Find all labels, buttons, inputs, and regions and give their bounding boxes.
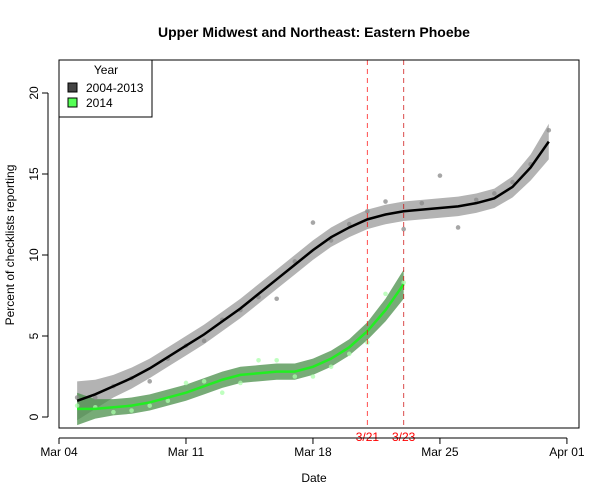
data-point-2014 <box>183 380 189 386</box>
data-point-2004-2013 <box>346 221 352 227</box>
x-tick-label: Mar 25 <box>421 445 459 459</box>
data-point-2014 <box>129 408 134 413</box>
y-tick-label: 20 <box>27 86 41 100</box>
fit-line-2004-2013 <box>76 140 550 402</box>
data-point-2004-2013 <box>473 197 479 203</box>
data-point-2004-2013 <box>310 220 316 225</box>
data-point-2004-2013 <box>492 191 497 196</box>
data-point-2014 <box>274 358 279 363</box>
data-point-2014 <box>328 364 334 370</box>
data-point-2014 <box>74 403 80 408</box>
data-point-2004-2013 <box>92 395 98 400</box>
x-tick-label: Mar 11 <box>168 445 205 459</box>
data-point-2014 <box>165 398 171 404</box>
legend-swatch-2004-2013 <box>67 82 78 93</box>
data-point-2004-2013 <box>401 226 406 232</box>
x-tick-label: Mar 04 <box>40 445 78 459</box>
x-tick-label: Mar 18 <box>294 445 332 459</box>
marker-label: 3/21 <box>356 430 380 444</box>
data-point-2014 <box>238 380 243 386</box>
legend-title: Year <box>94 63 118 77</box>
legend: Year 2004-2013 2014 <box>58 59 153 118</box>
data-point-2004-2013 <box>383 199 388 204</box>
data-point-2004-2013 <box>546 127 552 133</box>
legend-label-2014: 2014 <box>86 96 113 110</box>
x-axis-label: Date <box>301 471 327 485</box>
marker-label: 3/23 <box>392 430 416 444</box>
data-point-2014 <box>201 379 207 384</box>
data-point-2004-2013 <box>365 208 370 214</box>
y-tick-label: 5 <box>27 332 41 339</box>
plot-border <box>58 59 580 429</box>
y-tick-label: 10 <box>27 248 41 262</box>
data-point-2014 <box>256 358 261 363</box>
legend-swatch-2014 <box>67 97 78 108</box>
confidence-band-2014 <box>77 269 404 426</box>
legend-label-2004-2013: 2004-2013 <box>86 81 144 95</box>
data-point-2014 <box>383 291 388 297</box>
confidence-band-2004-2013 <box>77 123 549 421</box>
data-point-2014 <box>147 403 152 408</box>
data-point-2004-2013 <box>201 338 207 344</box>
x-tick-label: Apr 01 <box>549 445 585 459</box>
axes: 3/21 3/23 Mar 04 Mar 11 Mar 18 Mar 25 Apr 01 0 5… <box>27 86 585 459</box>
data-point-2004-2013 <box>74 395 80 400</box>
y-tick-label: 15 <box>27 167 41 181</box>
fit-line-2014 <box>77 283 405 411</box>
data-point-2014 <box>346 351 352 357</box>
data-point-2004-2013 <box>274 296 279 302</box>
data-point-2004-2013 <box>419 200 425 206</box>
plot-area <box>74 60 552 428</box>
y-tick-label: 0 <box>27 413 41 420</box>
data-point-2004-2013 <box>510 179 515 185</box>
data-point-2004-2013 <box>147 379 152 384</box>
y-axis-label: Percent of checklists reporting <box>3 165 17 326</box>
chart-title: Upper Midwest and Northeast: Eastern Pho… <box>158 24 470 40</box>
data-point-2014 <box>219 390 225 396</box>
data-point-2004-2013 <box>455 225 461 230</box>
data-point-2014 <box>292 374 298 379</box>
data-point-2004-2013 <box>437 173 443 178</box>
data-point-2014 <box>111 409 116 415</box>
data-point-2014 <box>310 374 316 379</box>
